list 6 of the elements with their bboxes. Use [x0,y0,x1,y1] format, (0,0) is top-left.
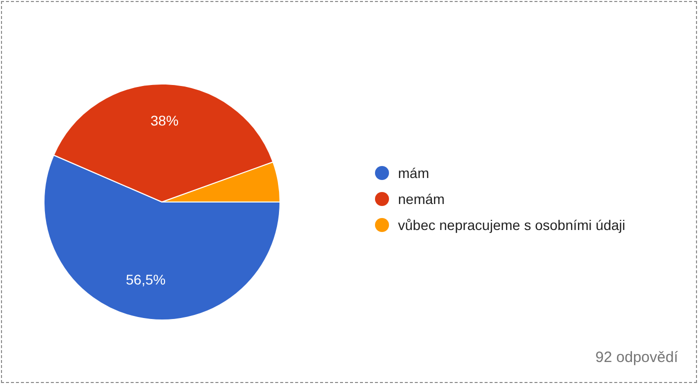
legend-label: nemám [398,191,445,207]
data-label: 38% [150,112,179,129]
data-label: 56,5% [126,271,166,288]
legend-label: mám [398,165,430,181]
text: 92 odpovědí [595,349,678,366]
legend-label: vůbec nepracujeme s osobními údaji [398,217,626,233]
